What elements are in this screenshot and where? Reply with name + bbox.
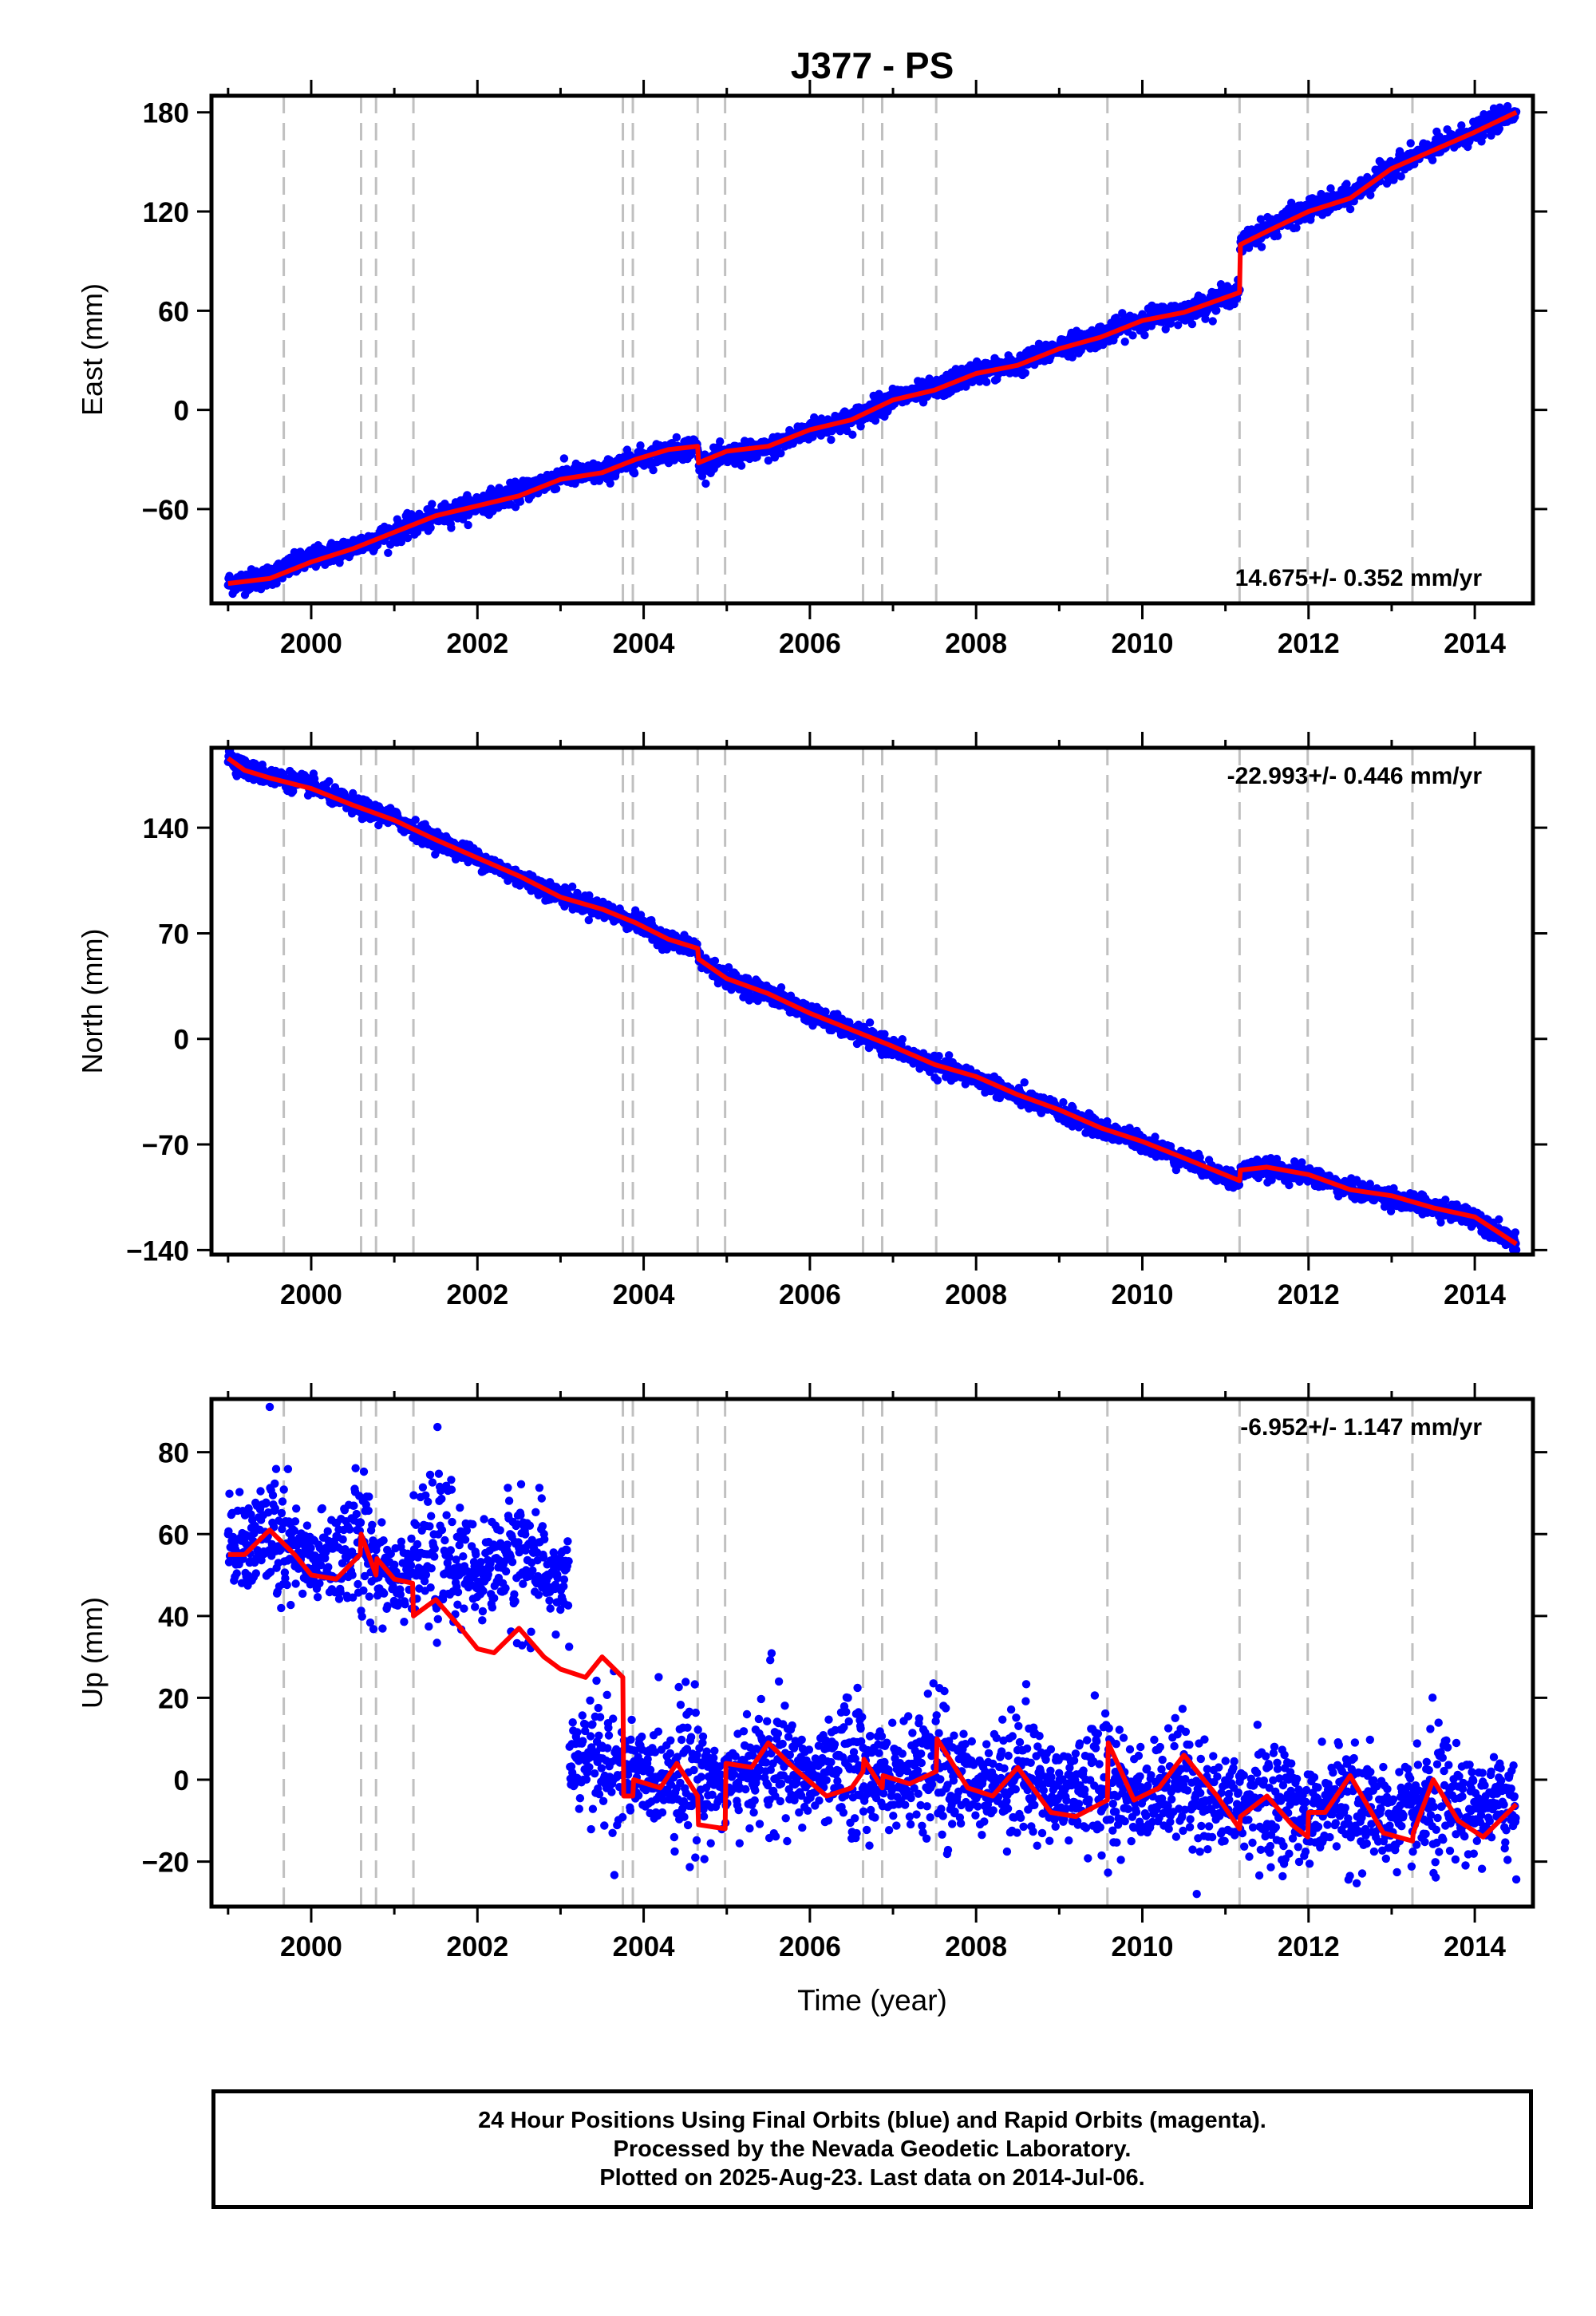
data-point xyxy=(776,449,785,458)
data-point xyxy=(856,422,865,431)
data-point xyxy=(827,435,836,445)
data-point xyxy=(1059,1098,1068,1107)
data-point xyxy=(710,956,720,966)
data-point xyxy=(289,787,298,796)
data-point xyxy=(1495,124,1504,133)
data-point xyxy=(1256,215,1266,223)
data-point xyxy=(1201,314,1210,323)
data-point xyxy=(559,454,569,463)
data-point xyxy=(1140,330,1149,340)
y-tick-label: 0 xyxy=(174,396,189,427)
x-tick-label: 2010 xyxy=(1112,628,1174,659)
data-point xyxy=(982,377,991,386)
data-point xyxy=(1068,353,1077,362)
y-tick-label: 120 xyxy=(143,197,189,228)
data-point xyxy=(511,503,520,512)
data-point xyxy=(934,1052,943,1061)
data-point xyxy=(649,465,658,475)
data-point xyxy=(848,430,857,439)
y-tick-label: 60 xyxy=(158,296,189,327)
model-line xyxy=(227,109,1518,587)
data-point xyxy=(325,777,334,786)
data-point xyxy=(845,1018,854,1027)
data-point xyxy=(1257,243,1266,251)
data-point xyxy=(1428,156,1437,164)
data-point xyxy=(426,524,435,532)
data-point xyxy=(880,1030,889,1039)
data-point xyxy=(1187,319,1197,329)
data-point xyxy=(418,840,427,848)
data-point xyxy=(568,882,577,891)
rate-label: 14.675+/- 0.352 mm/yr xyxy=(1235,565,1483,591)
data-point xyxy=(933,1076,942,1085)
data-point xyxy=(636,441,645,450)
data-point xyxy=(1479,131,1488,140)
data-point xyxy=(403,533,413,543)
data-point xyxy=(1128,331,1137,340)
data-point xyxy=(1021,369,1030,377)
x-tick-label: 2006 xyxy=(779,628,841,659)
data-point xyxy=(516,497,525,506)
data-point xyxy=(464,520,472,530)
y-tick-label: −60 xyxy=(142,495,189,526)
data-point xyxy=(1406,139,1415,148)
chart-title: J377 - PS xyxy=(791,45,954,86)
data-point xyxy=(1366,191,1375,200)
x-tick-label: 2012 xyxy=(1278,628,1340,659)
data-point xyxy=(1396,172,1405,181)
data-point xyxy=(631,906,640,915)
y-tick-label: 180 xyxy=(143,98,189,129)
data-point xyxy=(1020,1078,1029,1087)
data-point xyxy=(716,437,725,446)
data-point xyxy=(1292,223,1301,232)
data-point xyxy=(1345,204,1355,214)
data-point xyxy=(810,413,819,422)
data-point xyxy=(1342,180,1351,188)
data-point xyxy=(630,468,639,478)
data-point xyxy=(898,1035,907,1044)
x-tick-label: 2002 xyxy=(446,628,508,659)
data-point xyxy=(606,479,614,488)
data-point xyxy=(821,1007,830,1016)
data-point xyxy=(551,484,561,493)
data-point xyxy=(1161,325,1170,334)
x-tick-label: 2000 xyxy=(280,628,342,659)
data-point xyxy=(584,915,593,925)
data-point xyxy=(1273,231,1282,240)
data-point xyxy=(595,476,604,485)
y-axis-label: East (mm) xyxy=(76,283,109,416)
panel-frame xyxy=(209,93,1535,606)
data-point xyxy=(871,416,880,425)
data-point xyxy=(945,1051,954,1060)
data-point xyxy=(1326,184,1335,193)
data-point xyxy=(272,579,281,588)
data-point xyxy=(1212,306,1221,315)
x-tick-label: 2008 xyxy=(945,628,1007,659)
data-point xyxy=(865,1018,875,1027)
data-point xyxy=(411,816,420,824)
data-point xyxy=(447,524,456,532)
x-tick-label: 2004 xyxy=(613,628,675,659)
data-point xyxy=(1174,321,1183,330)
data-point xyxy=(1208,317,1217,326)
panel-1: 180 120 60 0 −60 2000 2002 2004 2006 2008 2010 2012… xyxy=(76,80,1547,659)
data-point xyxy=(428,500,437,508)
data-point xyxy=(737,461,746,470)
data-point xyxy=(764,456,773,465)
data-point xyxy=(384,548,393,557)
data-point xyxy=(776,983,786,992)
data-point xyxy=(701,479,710,488)
data-point xyxy=(836,427,845,436)
data-point xyxy=(1287,198,1296,207)
data-point xyxy=(1151,1132,1159,1141)
x-tick-label: 2014 xyxy=(1444,628,1506,659)
data-point xyxy=(1457,121,1466,130)
data-points xyxy=(223,748,1521,1255)
data-point xyxy=(672,433,681,442)
data-point xyxy=(1120,338,1129,346)
